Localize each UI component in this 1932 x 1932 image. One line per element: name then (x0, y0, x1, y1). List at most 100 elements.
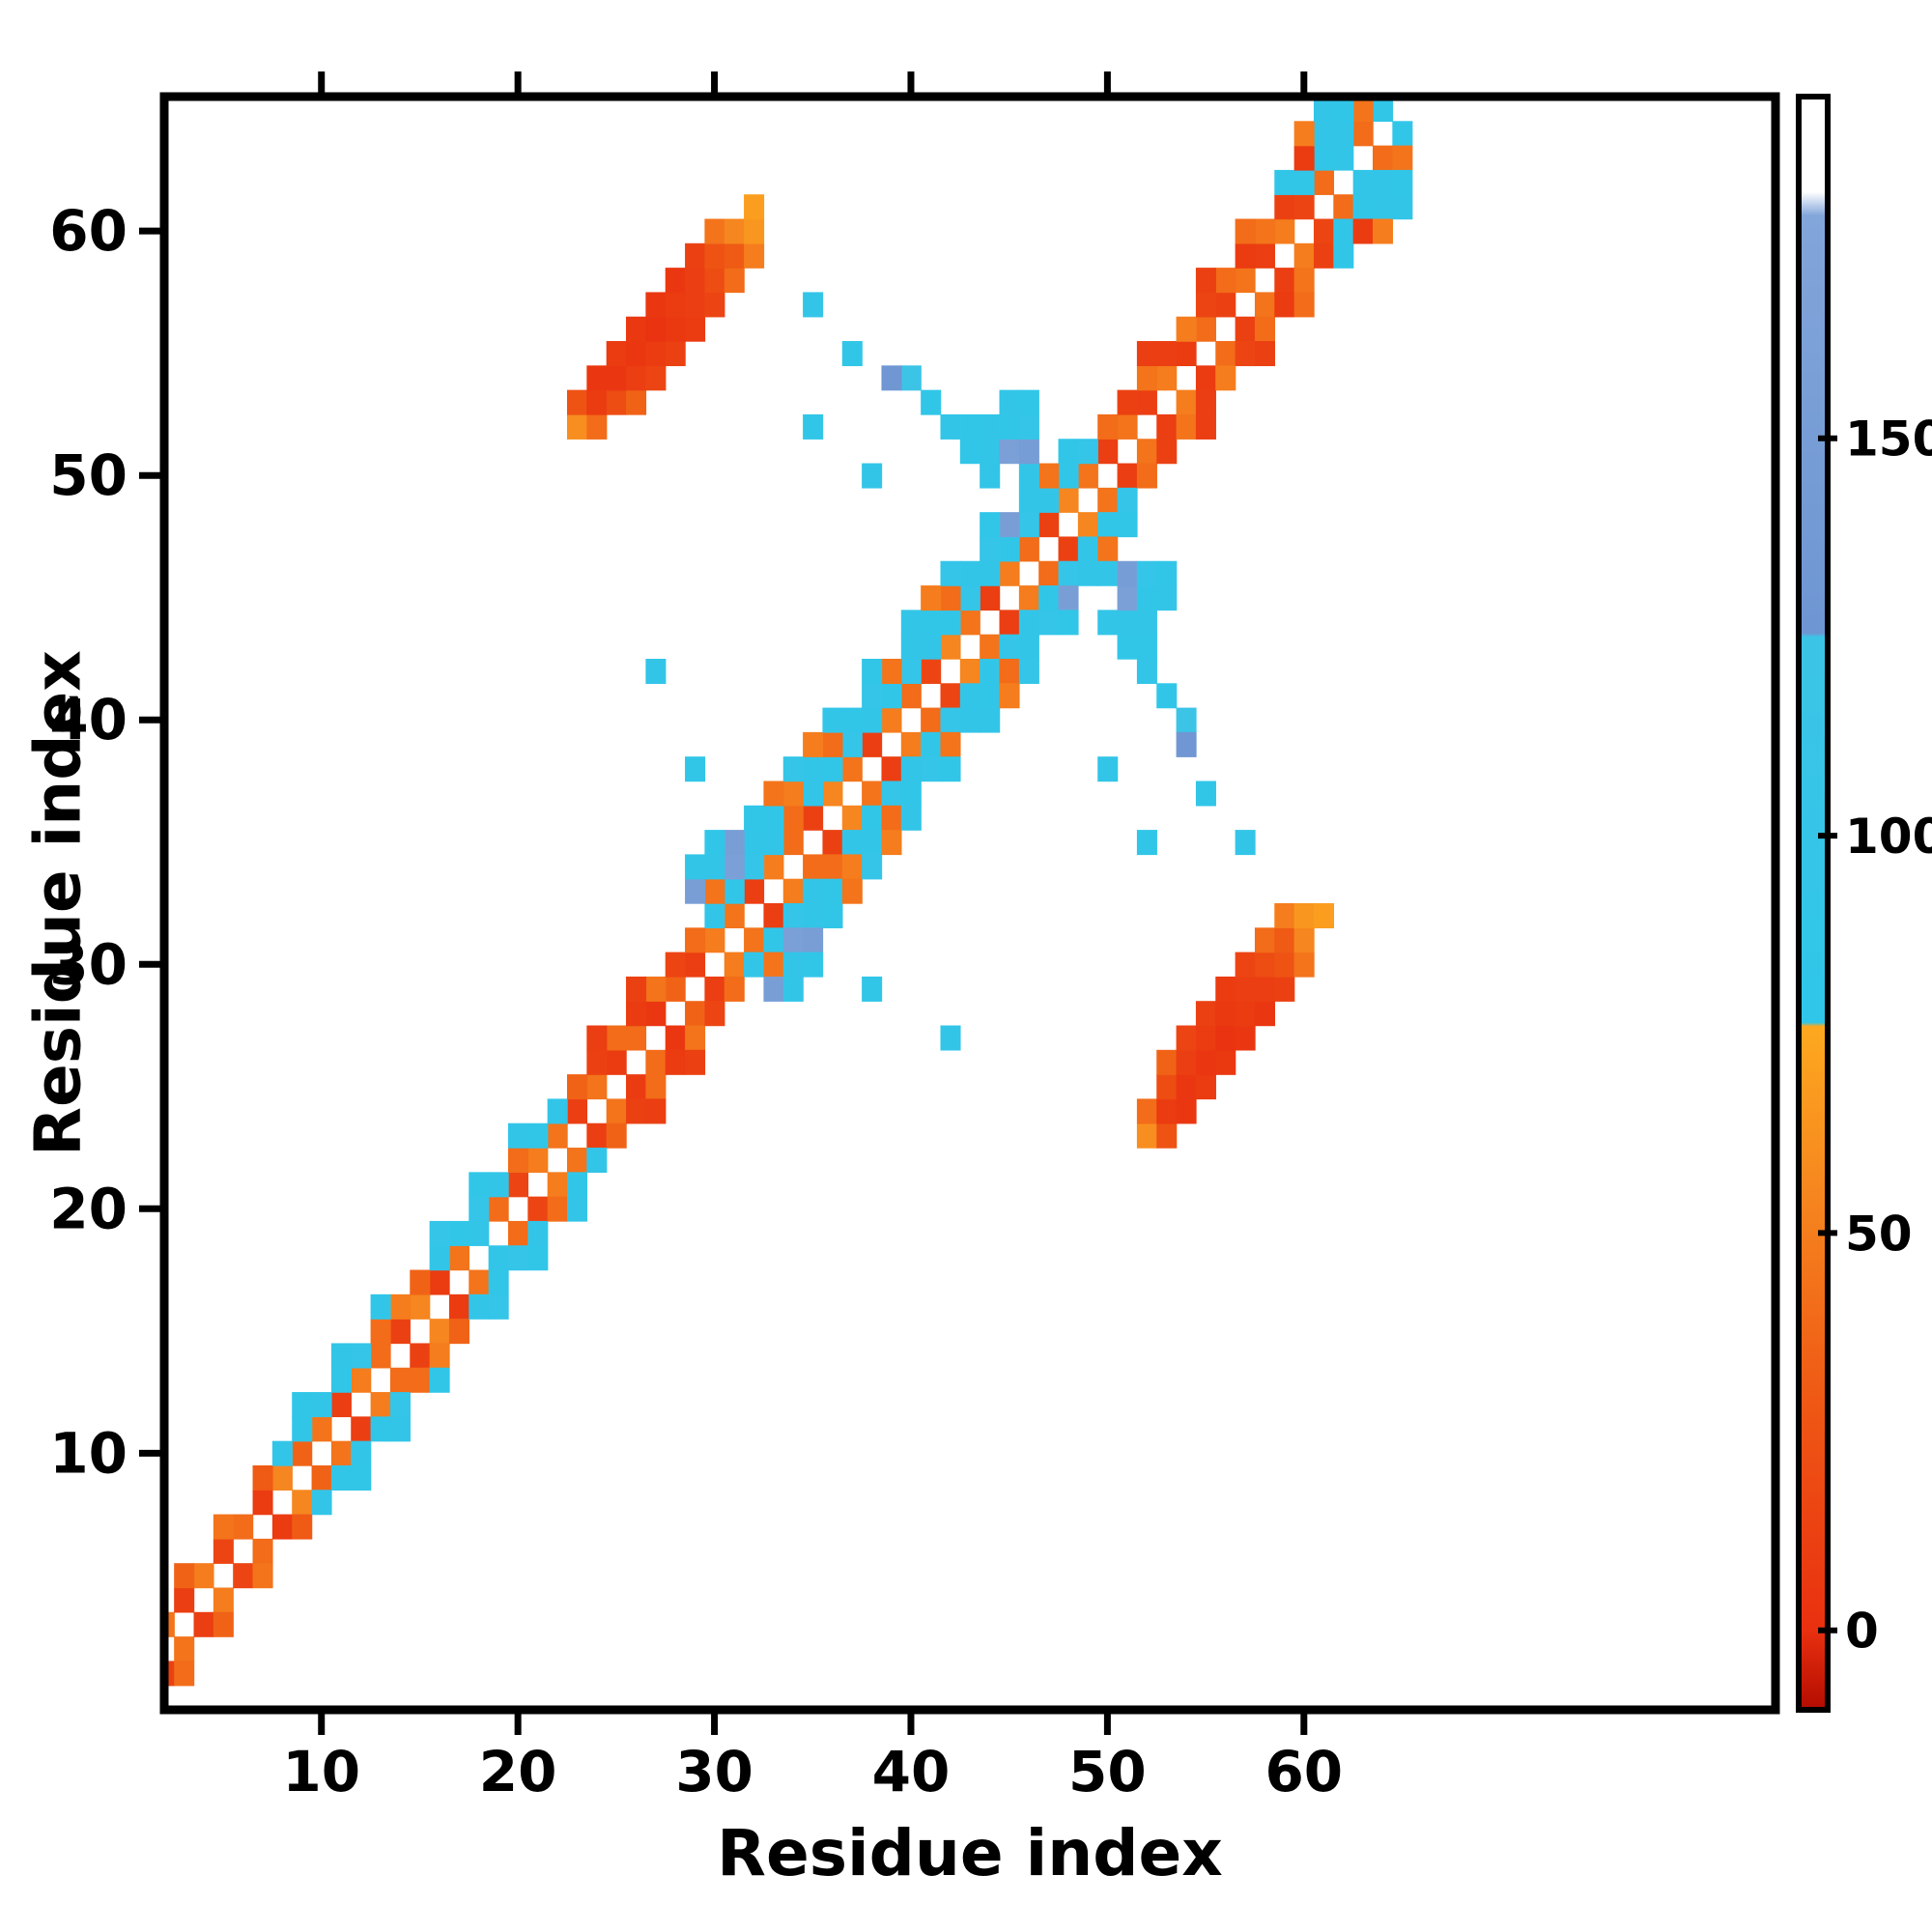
heatmap-cell (488, 1196, 509, 1222)
heatmap-cell (782, 903, 804, 929)
heatmap-cell (1215, 976, 1236, 1002)
heatmap-cell (1215, 268, 1236, 294)
heatmap-cell (900, 634, 922, 660)
heatmap-cell (980, 585, 1001, 611)
heatmap-cell (429, 1220, 450, 1246)
heatmap-cell (724, 854, 745, 880)
heatmap-cell (1215, 1049, 1236, 1075)
heatmap-cell (1156, 413, 1178, 440)
heatmap-cell (704, 218, 725, 244)
heatmap-cell (330, 1367, 352, 1393)
heatmap-cell (1077, 439, 1098, 465)
heatmap-cell (1254, 927, 1275, 953)
heatmap-cell (1176, 413, 1197, 440)
heatmap-cell (665, 268, 686, 294)
heatmap-cell (606, 1098, 627, 1124)
heatmap-cell (134, 1612, 155, 1637)
heatmap-cell (1274, 194, 1295, 220)
heatmap-cell (803, 292, 824, 318)
heatmap-cell (351, 1440, 372, 1466)
heatmap-cell (999, 560, 1020, 586)
heatmap-cell (782, 952, 804, 978)
heatmap-cell (1293, 169, 1315, 195)
heatmap-cell (1352, 218, 1374, 244)
heatmap-cell (900, 731, 922, 757)
heatmap-cell (1136, 463, 1157, 489)
heatmap-cell (685, 756, 706, 782)
heatmap-cell (586, 1049, 608, 1075)
heatmap-cell (1392, 145, 1413, 171)
heatmap-cell (685, 1025, 706, 1051)
heatmap-cell (959, 658, 980, 684)
heatmap-cell (1352, 121, 1374, 147)
heatmap-cell (1018, 512, 1039, 538)
heatmap-cell (900, 756, 922, 782)
heatmap-cell (685, 242, 706, 269)
colorbar-frame (1796, 94, 1831, 1713)
heatmap-cell (763, 903, 784, 929)
heatmap-cell (164, 1611, 175, 1637)
heatmap-cell (469, 1196, 490, 1222)
colorbar-tick-label: 0 (1845, 1604, 1879, 1660)
heatmap-cell (271, 1464, 293, 1491)
heatmap-cell (921, 634, 942, 660)
heatmap-cell (1038, 487, 1060, 513)
heatmap-cell (1274, 169, 1295, 195)
heatmap-cell (881, 805, 902, 831)
heatmap-cell (645, 976, 667, 1002)
heatmap-cell (1254, 341, 1275, 367)
heatmap-cell (410, 1367, 431, 1393)
heatmap-cell (1373, 194, 1394, 220)
heatmap-cell (1117, 560, 1138, 586)
heatmap-cell (586, 1074, 608, 1100)
heatmap-cell (1195, 413, 1216, 440)
heatmap-cell (1117, 487, 1138, 513)
heatmap-cell (1058, 560, 1079, 586)
heatmap-cell (1038, 463, 1060, 489)
heatmap-cell (685, 878, 706, 904)
heatmap-cell (645, 1001, 667, 1027)
heatmap-cell (1077, 536, 1098, 562)
heatmap-cell (213, 1587, 234, 1613)
heatmap-cell (1293, 927, 1315, 953)
x-tick-label: 10 (282, 1739, 360, 1804)
heatmap-cell (1117, 413, 1138, 440)
heatmap-cell (1117, 610, 1138, 636)
heatmap-cell (921, 585, 942, 611)
heatmap-cell (1373, 145, 1394, 171)
heatmap-cell (1136, 1122, 1157, 1149)
heatmap-cell (744, 242, 765, 269)
heatmap-cell (1156, 560, 1178, 586)
heatmap-cell (803, 805, 824, 831)
heatmap-cell (980, 413, 1001, 440)
heatmap-cell (1373, 97, 1394, 123)
heatmap-cell (782, 830, 804, 856)
heatmap-cell (311, 1416, 332, 1442)
heatmap-cell (1156, 365, 1178, 391)
heatmap-cell (1235, 830, 1256, 856)
heatmap-cell (1097, 560, 1119, 586)
heatmap-cell (429, 1367, 450, 1393)
heatmap-cell (724, 218, 745, 244)
heatmap-cell (704, 976, 725, 1002)
heatmap-cell (1156, 341, 1178, 367)
heatmap-cell (999, 389, 1020, 415)
heatmap-cell (999, 512, 1020, 538)
heatmap-cell (803, 781, 824, 807)
heatmap-cell (685, 927, 706, 953)
heatmap-cell (645, 316, 667, 342)
heatmap-cell (959, 560, 980, 586)
heatmap-cell (174, 1661, 195, 1687)
heatmap-cell (1254, 242, 1275, 269)
heatmap-cell (389, 1392, 411, 1418)
heatmap-cell (822, 756, 843, 782)
heatmap-cell (685, 1049, 706, 1075)
heatmap-cell (389, 1293, 411, 1320)
heatmap-cell (685, 268, 706, 294)
heatmap-cell (763, 952, 784, 978)
heatmap-cell (862, 805, 883, 831)
heatmap-cell (213, 1538, 234, 1564)
heatmap-cell (685, 1001, 706, 1027)
heatmap-cell (271, 1440, 293, 1466)
heatmap-cell (586, 389, 608, 415)
